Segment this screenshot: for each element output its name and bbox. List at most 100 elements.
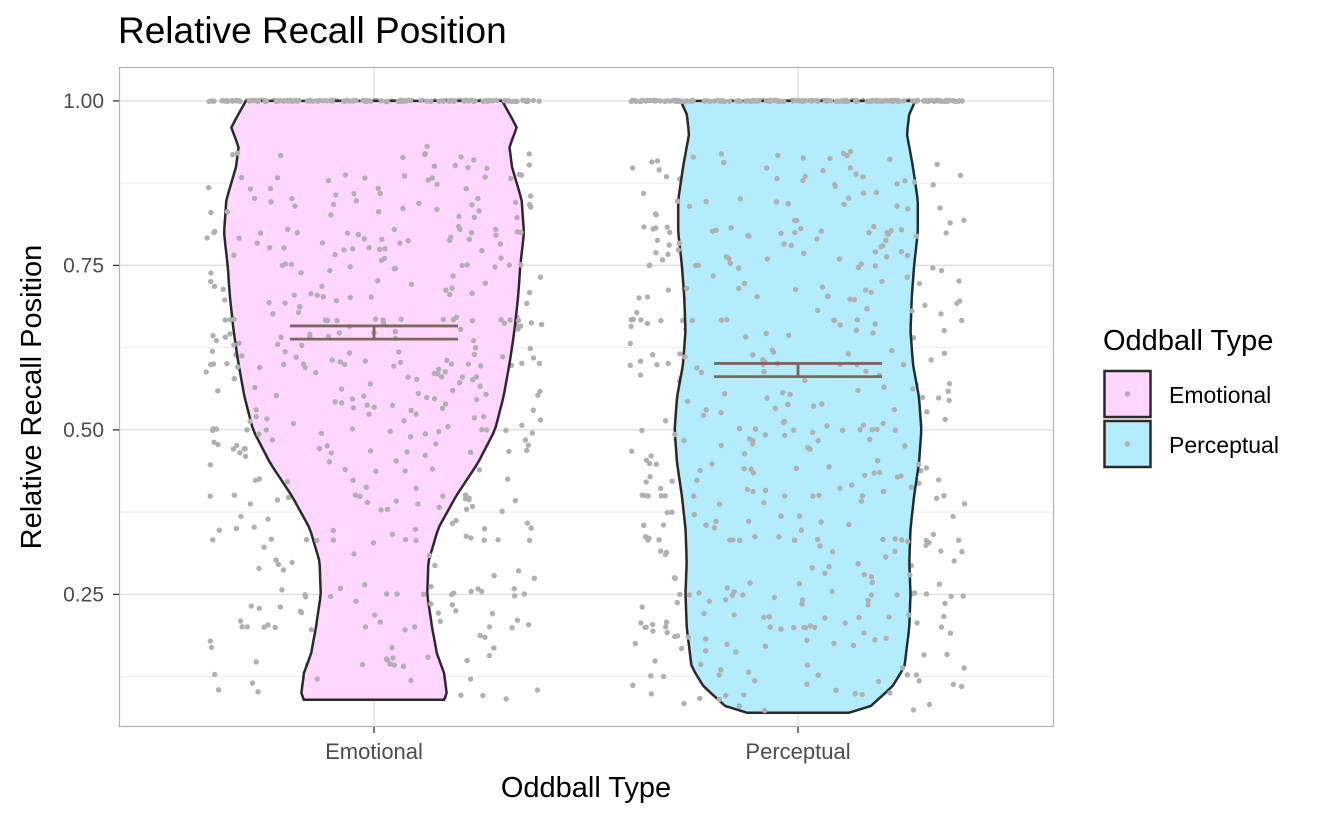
data-point (664, 224, 670, 230)
data-point (822, 570, 828, 576)
data-point (820, 167, 826, 174)
data-point (509, 625, 515, 631)
data-point (525, 442, 532, 448)
data-point (762, 707, 768, 714)
data-point (837, 322, 843, 328)
data-point (256, 565, 262, 572)
data-point (222, 334, 228, 340)
data-point (282, 300, 288, 306)
data-point (960, 593, 966, 599)
data-point (818, 519, 824, 525)
data-point (822, 615, 828, 621)
data-point (236, 340, 242, 346)
data-point (512, 98, 518, 105)
data-point (314, 537, 320, 544)
data-point (536, 98, 542, 104)
data-point (366, 245, 372, 251)
data-point (959, 98, 965, 104)
data-point (860, 422, 867, 428)
data-point (674, 633, 681, 639)
data-point (938, 624, 945, 630)
data-point (703, 636, 709, 642)
data-point (778, 626, 784, 632)
data-point (448, 234, 454, 240)
data-point (472, 345, 479, 351)
data-point (945, 388, 951, 394)
data-point (208, 644, 215, 651)
data-point (754, 98, 761, 104)
data-point (376, 246, 383, 253)
data-point (450, 387, 456, 394)
data-point (656, 537, 662, 543)
data-point (689, 317, 695, 324)
data-point (470, 377, 476, 383)
data-point (774, 175, 780, 182)
data-point (249, 680, 256, 686)
data-point (861, 630, 867, 636)
data-point (391, 662, 398, 668)
data-point (959, 549, 965, 555)
data-point (405, 374, 411, 380)
data-point (865, 597, 871, 604)
data-point (681, 700, 687, 707)
data-point (394, 591, 400, 597)
data-point (669, 478, 675, 484)
data-point (469, 290, 475, 296)
data-point (328, 450, 335, 456)
data-point (434, 206, 440, 213)
data-point (632, 640, 639, 647)
data-point (431, 396, 438, 402)
data-point (292, 203, 298, 209)
data-point (253, 659, 259, 665)
data-point (947, 220, 953, 226)
data-point (530, 97, 536, 104)
data-point (413, 485, 419, 491)
data-point (836, 256, 843, 262)
data-point (678, 98, 684, 105)
data-point (257, 230, 264, 236)
data-point (854, 317, 861, 323)
data-point (397, 240, 403, 246)
data-point (524, 98, 530, 104)
data-point (874, 458, 881, 464)
data-point (855, 387, 861, 394)
data-point (254, 240, 260, 246)
data-point (792, 286, 799, 293)
data-point (892, 427, 898, 433)
data-point (275, 341, 281, 347)
data-point (467, 676, 474, 682)
data-point (442, 401, 449, 407)
data-point (289, 195, 295, 202)
data-point (814, 236, 820, 242)
data-point (498, 317, 504, 323)
data-point (793, 465, 799, 471)
data-point (444, 357, 450, 363)
data-point (361, 236, 367, 242)
data-point (936, 477, 942, 483)
data-point (531, 575, 537, 581)
error-bars (290, 324, 882, 379)
data-point (362, 98, 368, 104)
data-point (518, 229, 524, 236)
data-point (904, 274, 910, 280)
data-point (378, 98, 384, 104)
data-point (328, 212, 334, 218)
x-axis-label: Oddball Type (501, 772, 671, 804)
data-point (359, 661, 366, 668)
data-point (801, 624, 807, 631)
data-point (314, 292, 320, 298)
data-point (416, 200, 422, 206)
data-point (685, 634, 691, 640)
data-point (799, 597, 806, 603)
data-point (518, 262, 524, 268)
data-point (367, 98, 374, 105)
data-point (330, 527, 336, 534)
data-point (675, 247, 682, 253)
data-point (698, 369, 705, 376)
data-point (743, 334, 749, 340)
data-point (511, 586, 517, 592)
data-point (464, 657, 470, 664)
data-point (276, 98, 282, 104)
data-point (868, 574, 875, 580)
data-point (938, 311, 944, 317)
